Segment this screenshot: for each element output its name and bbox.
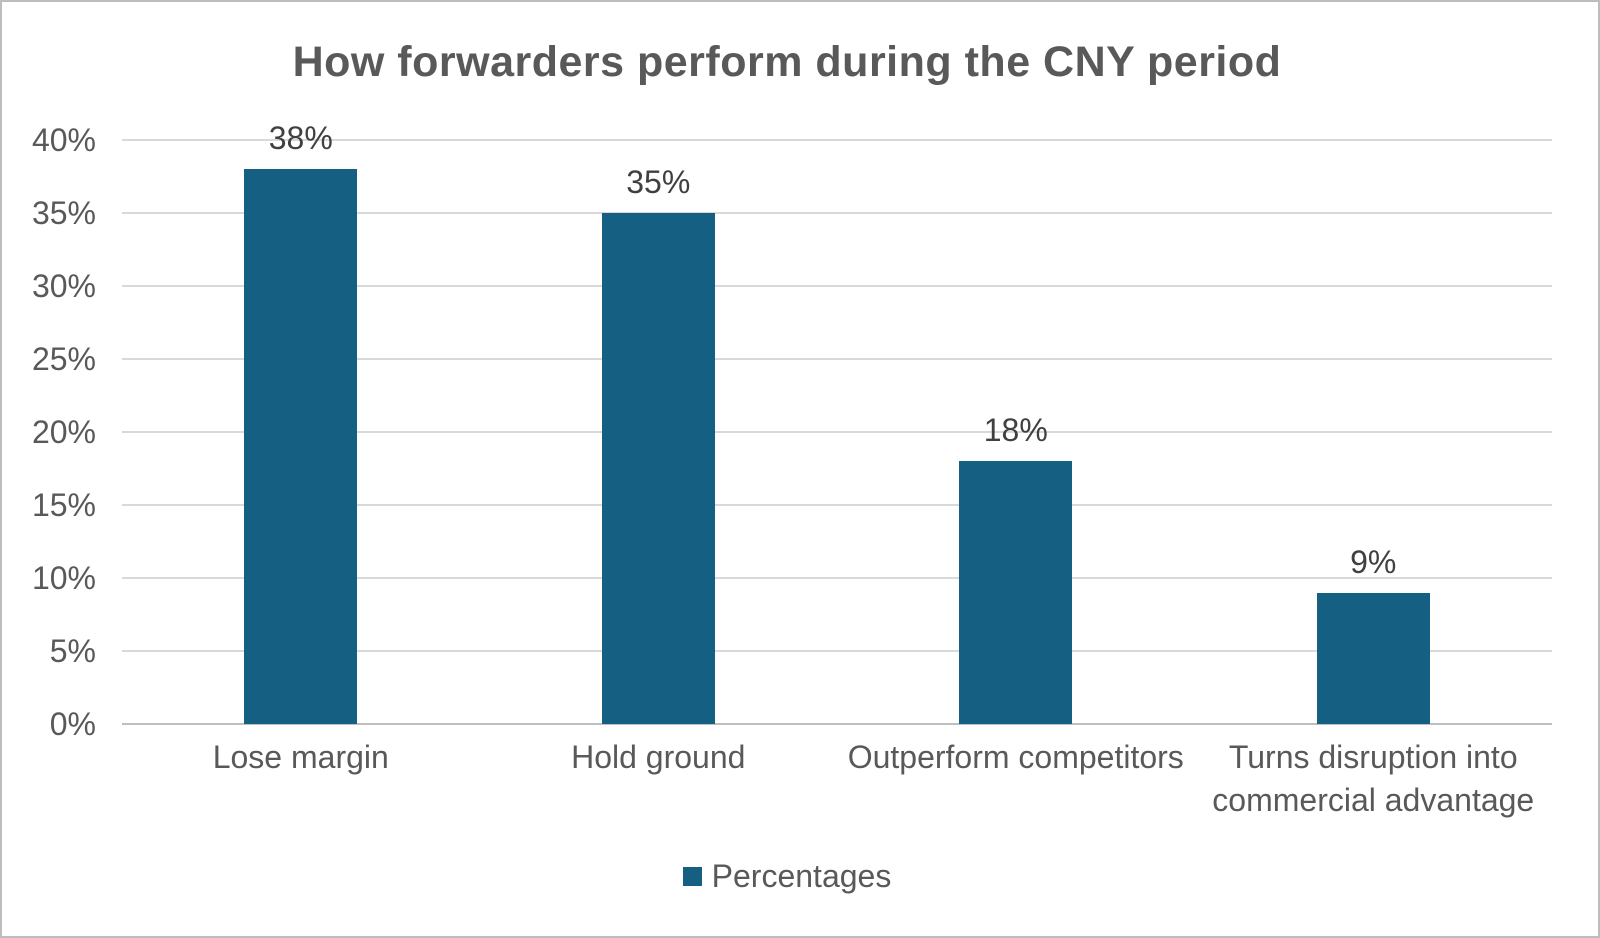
bar-value-label-2: 35% <box>626 164 691 200</box>
legend-label-percentages: Percentages <box>711 858 892 894</box>
category-label-4: Turns disruption into commercial advanta… <box>1212 739 1535 818</box>
gridline-30 <box>122 285 1552 287</box>
y-tick-label-35: 35% <box>31 195 96 231</box>
legend-marker-icon <box>682 866 702 886</box>
bar-1 <box>244 169 358 724</box>
chart-title: How forwarders perform during the CNY pe… <box>292 38 1282 86</box>
y-tick-label-20: 20% <box>31 414 96 450</box>
gridline-35 <box>122 212 1552 214</box>
x-axis: Lose margin Hold ground Outperform competi… <box>122 736 1552 836</box>
plot-area: 38% 35% 18% 9% <box>122 121 1552 725</box>
y-tick-label-0: 0% <box>49 706 96 742</box>
gridline-20 <box>122 431 1552 433</box>
bar-value-label-3: 18% <box>983 412 1048 449</box>
x-axis-baseline <box>122 723 1552 725</box>
y-tick-label-15: 15% <box>31 487 96 523</box>
gridline-10 <box>122 577 1552 579</box>
y-tick-label-30: 30% <box>31 268 96 304</box>
gridline-25 <box>122 358 1552 360</box>
bar-2 <box>601 213 715 724</box>
y-tick-label-25: 25% <box>31 341 96 377</box>
gridline-5 <box>122 650 1552 652</box>
gridline-40 <box>122 139 1552 141</box>
y-tick-label-40: 40% <box>31 122 96 158</box>
y-tick-label-5: 5% <box>49 633 96 669</box>
category-label-3: Outperform competitors <box>847 739 1184 775</box>
bar-value-label-1: 38% <box>268 120 333 157</box>
category-label-2: Hold ground <box>571 739 746 775</box>
bar-3 <box>959 461 1073 724</box>
y-axis: 0% 5% 10% 15% 20% 25% 30% 35% 40% <box>2 122 96 742</box>
gridline-15 <box>122 504 1552 506</box>
legend: Percentages <box>2 858 1572 894</box>
category-label-1: Lose margin <box>212 739 389 775</box>
bar-4 <box>1316 592 1430 724</box>
y-tick-label-10: 10% <box>31 560 96 596</box>
bar-value-label-4: 9% <box>1350 543 1397 580</box>
